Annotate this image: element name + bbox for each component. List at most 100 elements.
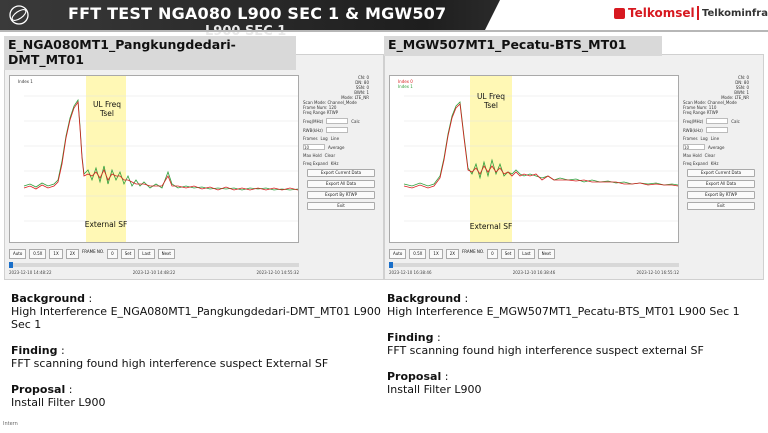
- average-count-input[interactable]: 10: [683, 144, 705, 150]
- time-start: 2023-12-10 16:38:46: [389, 270, 432, 275]
- telkominfra-mark-icon: [697, 6, 699, 20]
- last-button[interactable]: Last: [138, 249, 155, 259]
- proposal-block: Proposal : Install Filter L900: [11, 383, 381, 409]
- frame-slider[interactable]: [389, 262, 679, 268]
- time-end: 2023-12-10 16:55:12: [636, 270, 679, 275]
- exit-button[interactable]: Exit: [687, 202, 755, 210]
- freq-expand-checkbox[interactable]: Freq Expand: [303, 161, 328, 166]
- proposal-text: Install Filter L900: [387, 383, 482, 396]
- control-panel: CN: 0 DN: 80 SSN: 0 BWN: 1 Mode: LTE_NR …: [683, 75, 759, 210]
- trace-green: [403, 101, 678, 187]
- playback-toolbar: Auto 0.5X 1X 2X FRAME NO. 0 Set Last Nex…: [389, 249, 679, 259]
- clear-button[interactable]: Clear: [704, 153, 716, 158]
- title-bar: FFT TEST NGA080 L900 SEC 1 & MGW507: [0, 0, 500, 30]
- speed-1x-button[interactable]: 1X: [429, 249, 443, 259]
- telkominfra-logo-text: Telkominfra: [702, 7, 768, 19]
- exit-button[interactable]: Exit: [307, 202, 375, 210]
- max-hold-checkbox[interactable]: Max Hold: [303, 153, 322, 158]
- average-row: 10 Average: [683, 144, 759, 150]
- playback-toolbar: Auto 0.5X 1X 2X FRAME NO. 0 Set Last Nex…: [9, 249, 299, 259]
- proposal-block: Proposal : Install Filter L900: [387, 370, 757, 396]
- average-row: 10 Average: [303, 144, 379, 150]
- legend-item: Index 1: [398, 84, 413, 89]
- average-count-input[interactable]: 10: [303, 144, 325, 150]
- calc-button[interactable]: Calc: [731, 118, 740, 124]
- spectrum-traces: [23, 95, 298, 222]
- slide-header: FFT TEST NGA080 L900 SEC 1 & MGW507 L900…: [0, 0, 768, 39]
- slider-knob[interactable]: [389, 262, 393, 268]
- classification-footer: Intern: [3, 421, 18, 427]
- slider-knob[interactable]: [9, 262, 13, 268]
- background-heading: Background: [387, 292, 462, 305]
- average-button[interactable]: Average: [328, 144, 345, 150]
- auto-button[interactable]: Auto: [9, 249, 27, 259]
- proposal-text: Install Filter L900: [11, 396, 106, 409]
- proposal-heading: Proposal: [387, 370, 442, 383]
- export-all-button[interactable]: Export All Data: [687, 180, 755, 188]
- set-button[interactable]: Set: [500, 249, 516, 259]
- expand-row: Freq Expand KHz: [303, 161, 379, 166]
- frames-row: Frames Log Line: [683, 136, 759, 141]
- export-current-button[interactable]: Export Current Data: [687, 169, 755, 177]
- freq-expand-checkbox[interactable]: Freq Expand: [683, 161, 708, 166]
- info-line: Scan Mode: Channel_Mode: [303, 100, 357, 105]
- spectrum-plot: Index 1 UL Freq Tsel External SF: [9, 75, 299, 243]
- last-button[interactable]: Last: [518, 249, 535, 259]
- speed-1x-button[interactable]: 1X: [49, 249, 63, 259]
- freq-input[interactable]: [326, 118, 349, 124]
- info-line: Mode: LTE_NR: [721, 95, 749, 100]
- info-line: SSN: 0: [735, 85, 749, 90]
- info-line: SSN: 0: [355, 85, 369, 90]
- frames-row: Frames Log Line: [303, 136, 379, 141]
- trace-red: [23, 100, 298, 191]
- time-axis: 2023-12-10 14:48:22 2023-12-10 14:48:22 …: [9, 270, 299, 275]
- legend-item: Index 0: [398, 79, 413, 84]
- next-button[interactable]: Next: [157, 249, 175, 259]
- ul-freq-label: UL Freq Tsel: [92, 100, 122, 118]
- rwb-input[interactable]: [325, 127, 348, 133]
- average-button[interactable]: Average: [708, 144, 725, 150]
- info-line: Mode: LTE_NR: [341, 95, 369, 100]
- line-radio[interactable]: Line: [330, 136, 340, 141]
- export-all-button[interactable]: Export All Data: [307, 180, 375, 188]
- telkominfra-logo: Telkominfra: [697, 6, 768, 20]
- export-rtwp-button[interactable]: Export By RTWP: [307, 191, 375, 199]
- time-start: 2023-12-10 14:48:22: [9, 270, 52, 275]
- export-current-button[interactable]: Export Current Data: [307, 169, 375, 177]
- frame-no-input[interactable]: 0: [487, 249, 498, 259]
- notes-left: Background : High Interference E_NGA080M…: [11, 292, 381, 422]
- log-radio[interactable]: Log: [700, 136, 708, 141]
- info-line: BWN: 1: [734, 90, 749, 95]
- time-current: 2023-12-10 14:48:22: [132, 270, 176, 275]
- speed-2x-button[interactable]: 2X: [65, 249, 79, 259]
- speed-half-button[interactable]: 0.5X: [29, 249, 47, 259]
- background-block: Background : High Interference E_NGA080M…: [11, 292, 381, 331]
- calc-button[interactable]: Calc: [351, 118, 360, 124]
- telkomsel-logo-text: Telkomsel: [628, 6, 695, 20]
- proposal-heading: Proposal: [11, 383, 66, 396]
- speed-2x-button[interactable]: 2X: [445, 249, 459, 259]
- export-rtwp-button[interactable]: Export By RTWP: [687, 191, 755, 199]
- log-radio[interactable]: Log: [320, 136, 328, 141]
- frame-slider[interactable]: [9, 262, 299, 268]
- rwb-row: RWB(kHz): [303, 127, 379, 133]
- rwb-label: RWB(kHz): [683, 127, 703, 133]
- auto-button[interactable]: Auto: [389, 249, 407, 259]
- external-sf-label: External SF: [84, 220, 128, 229]
- spectrum-plot: Index 0 Index 1 UL Freq Tsel External SF: [389, 75, 679, 243]
- info-line: Frame Num: 110: [683, 105, 717, 110]
- frame-no-input[interactable]: 0: [107, 249, 118, 259]
- freq-label: Freq(MHz): [303, 118, 324, 124]
- speed-half-button[interactable]: 0.5X: [409, 249, 427, 259]
- clear-button[interactable]: Clear: [324, 153, 336, 158]
- set-button[interactable]: Set: [120, 249, 136, 259]
- fft-screenshot: Index 1 UL Freq Tsel External SF CN: 0 D…: [4, 54, 384, 280]
- info-line: CN: 0: [738, 75, 749, 80]
- next-button[interactable]: Next: [537, 249, 555, 259]
- line-radio[interactable]: Line: [710, 136, 720, 141]
- max-hold-checkbox[interactable]: Max Hold: [683, 153, 702, 158]
- trace-red: [403, 103, 678, 189]
- info-line: Scan Mode: Channel_Mode: [683, 100, 737, 105]
- freq-input[interactable]: [706, 118, 729, 124]
- rwb-input[interactable]: [705, 127, 728, 133]
